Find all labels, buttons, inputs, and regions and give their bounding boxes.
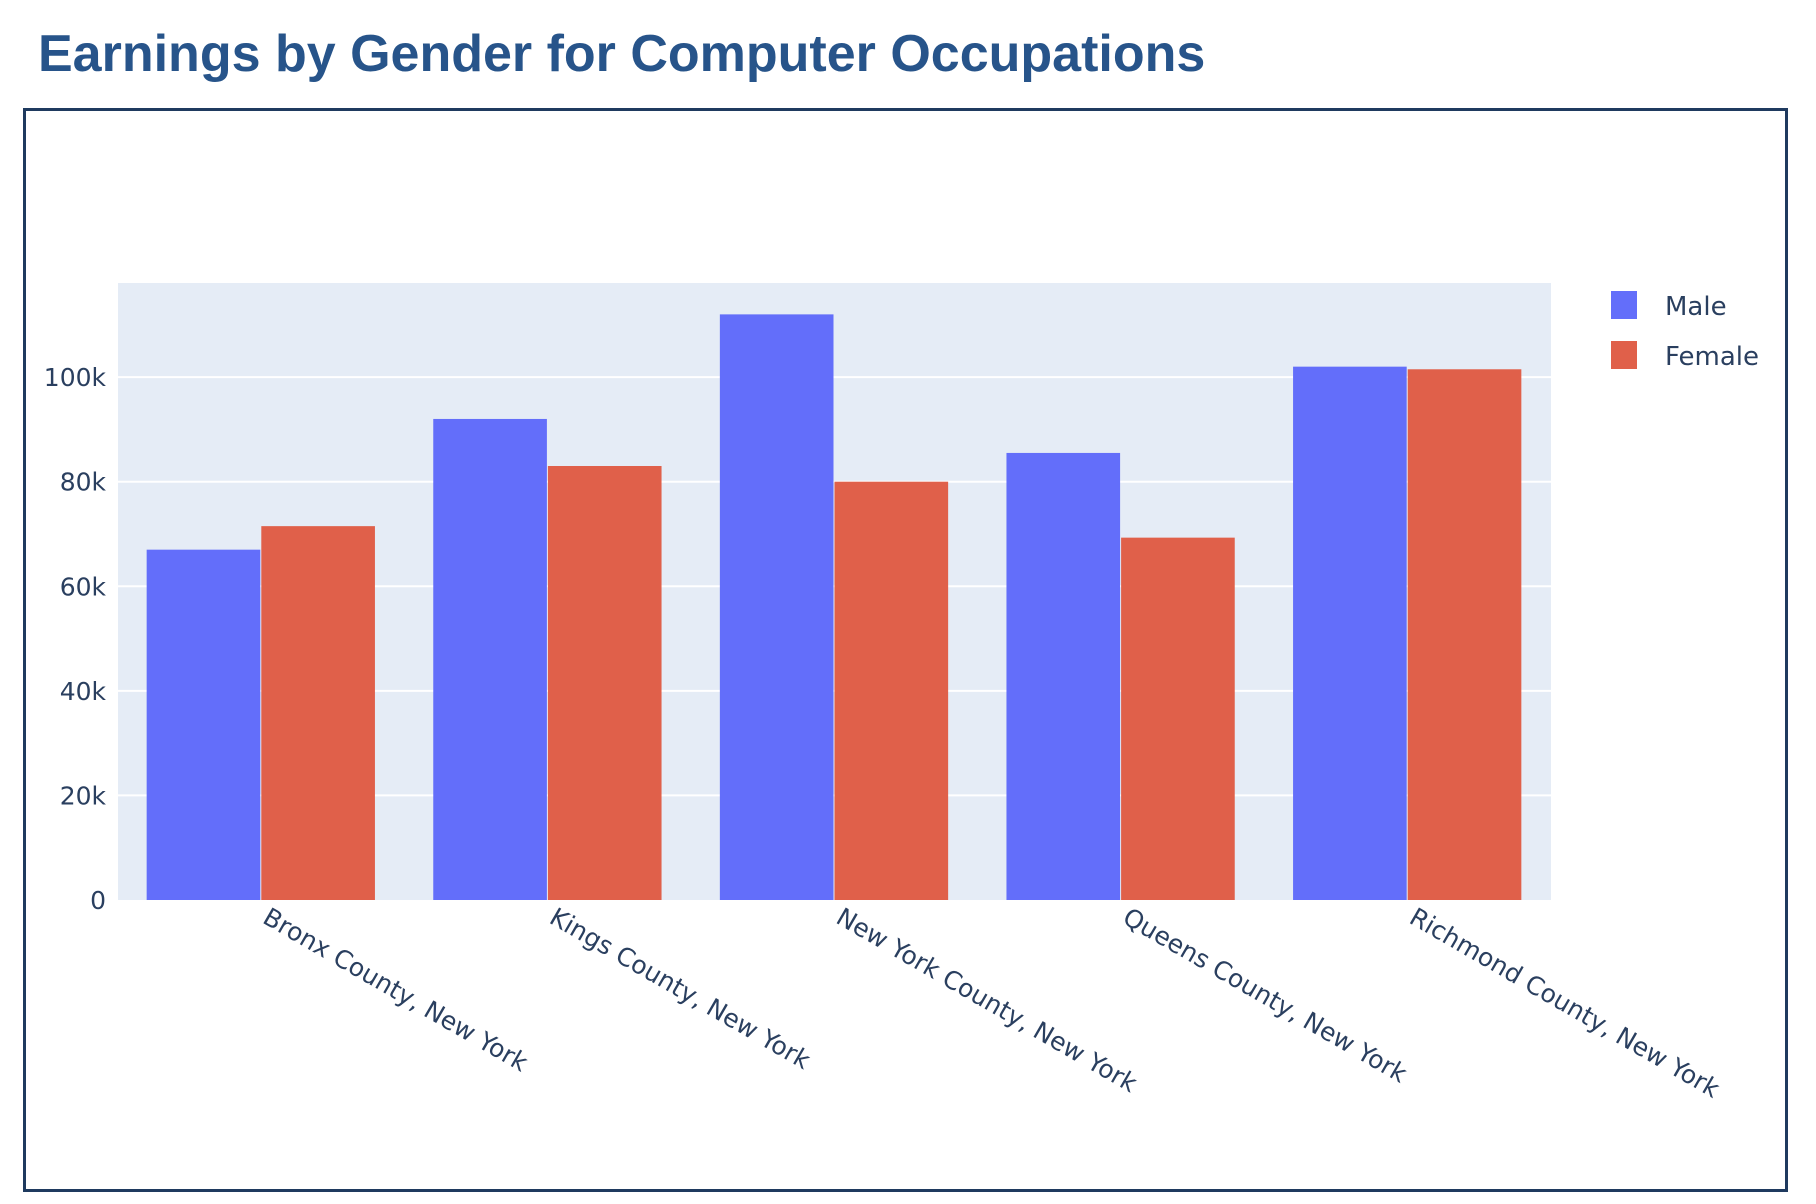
- bar-female: [1121, 537, 1235, 900]
- bar-male: [1293, 366, 1407, 900]
- y-axis-ticks: 0 20k 40k 60k 80k 100k: [44, 363, 107, 915]
- bar-female: [1407, 369, 1522, 901]
- legend-swatch-female: [1611, 341, 1637, 369]
- legend-label-female: Female: [1665, 342, 1759, 372]
- bar-male: [146, 549, 261, 900]
- y-tick-label: 20k: [60, 781, 107, 810]
- bar-male: [1006, 452, 1121, 900]
- legend: Male Female: [1611, 291, 1759, 372]
- y-tick-label: 60k: [60, 572, 107, 601]
- bar-male: [433, 418, 547, 900]
- bar-chart: 0 20k 40k 60k 80k 100k Bronx County, New York…: [44, 283, 1759, 1104]
- bar-female: [261, 526, 375, 900]
- y-tick-label: 40k: [60, 677, 107, 706]
- x-tick-label: Kings County, New York: [545, 902, 816, 1075]
- x-tick-label: Richmond County, New York: [1405, 902, 1725, 1104]
- y-tick-label: 100k: [44, 363, 107, 392]
- x-tick-label: Queens County, New York: [1118, 902, 1412, 1089]
- y-tick-label: 80k: [60, 468, 107, 497]
- bars: [146, 314, 1522, 901]
- chart-frame: 0 20k 40k 60k 80k 100k Bronx County, New York…: [23, 108, 1788, 1192]
- legend-label-male: Male: [1665, 292, 1727, 322]
- x-tick-label: Bronx County, New York: [258, 902, 533, 1077]
- x-tick-label: New York County, New York: [832, 902, 1143, 1098]
- y-tick-label: 0: [90, 886, 106, 915]
- x-axis-ticks: Bronx County, New York Kings County, New …: [258, 902, 1725, 1104]
- bar-male: [719, 314, 834, 900]
- page-title: Earnings by Gender for Computer Occupati…: [38, 25, 1206, 83]
- bar-female: [834, 481, 949, 900]
- bar-female: [547, 466, 662, 900]
- legend-swatch-male: [1611, 291, 1637, 319]
